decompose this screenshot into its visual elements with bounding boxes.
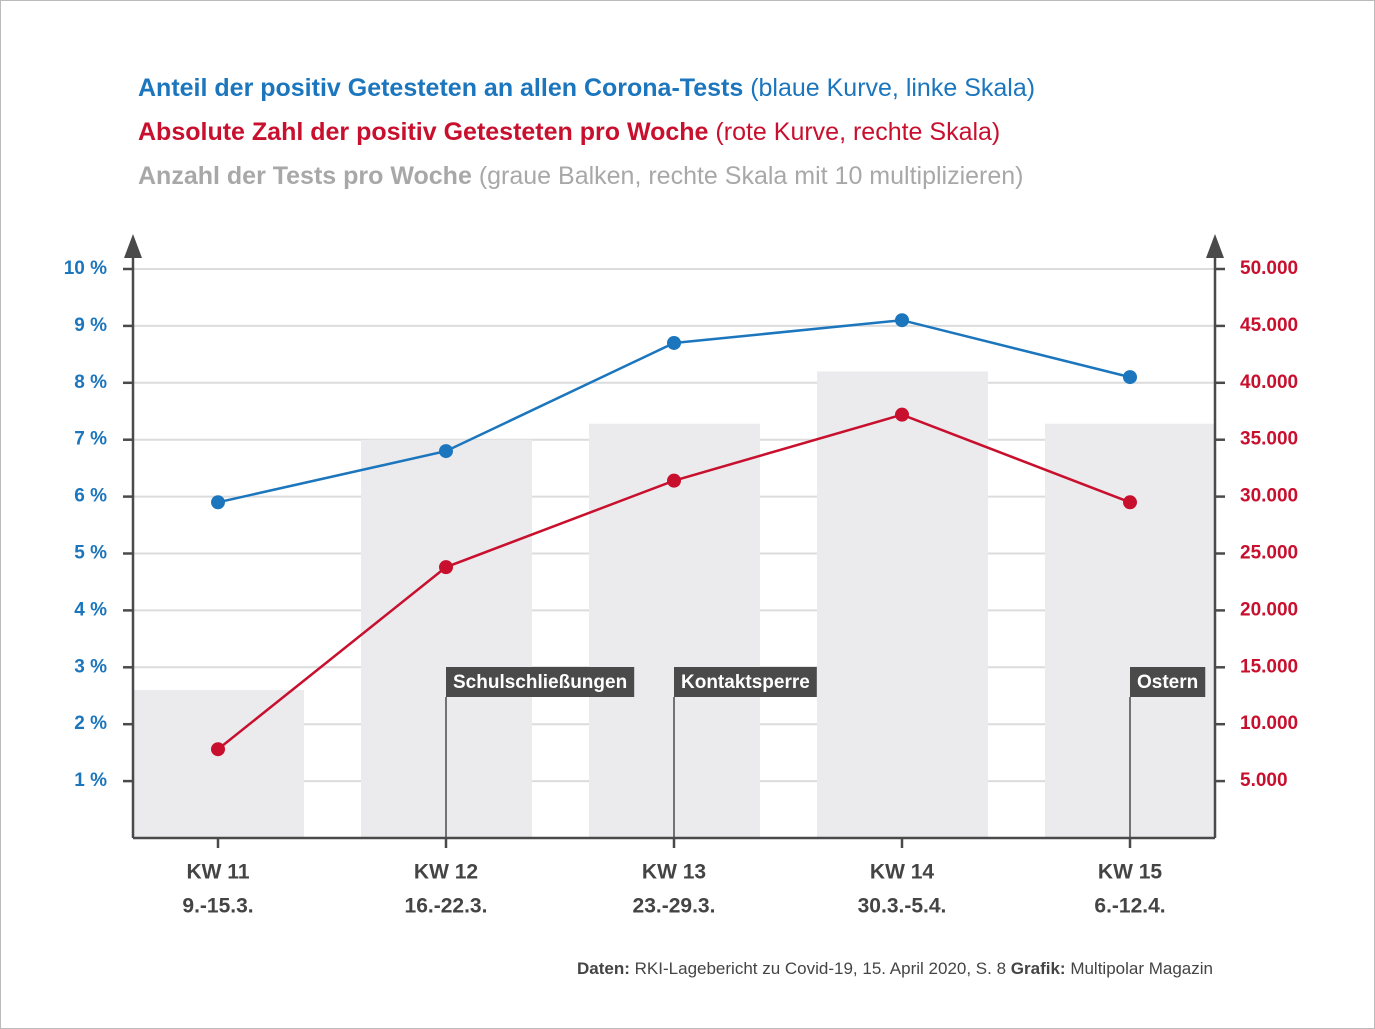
y2-tick-label: 35.000 [1240, 429, 1298, 450]
y2-tick-label: 30.000 [1240, 486, 1298, 507]
data-point [895, 407, 909, 422]
y2-tick-label: 5.000 [1240, 770, 1288, 791]
annotation-box [446, 667, 635, 697]
data-point [667, 473, 681, 488]
y2-tick-label: 25.000 [1240, 543, 1298, 564]
legend-name: Anzahl der Tests pro Woche [138, 162, 472, 190]
legend-entry: Anteil der positiv Getesteten an allen C… [138, 74, 1035, 102]
data-point [895, 313, 909, 328]
x-tick-sublabel: 30.3.-5.4. [858, 895, 947, 918]
x-tick-sublabel: 16.-22.3. [405, 895, 488, 918]
annotation-label: Kontaktsperre [681, 672, 810, 693]
annotation-box [674, 667, 817, 697]
x-tick-sublabel: 23.-29.3. [633, 895, 716, 918]
source: Daten: RKI-Lagebericht zu Covid-19, 15. … [577, 959, 1213, 978]
y-tick-label: 9 % [74, 315, 107, 336]
source-label: Grafik: [1011, 959, 1066, 978]
y-tick-label: 6 % [74, 486, 107, 507]
y2-tick-label: 45.000 [1240, 315, 1298, 336]
y-tick-label: 2 % [74, 713, 107, 734]
data-point [211, 495, 225, 510]
legend-description: (rote Kurve, rechte Skala) [715, 118, 1000, 146]
y-axis-arrow [124, 234, 142, 258]
y2-axis-arrow [1206, 234, 1224, 258]
y2-tick-label: 10.000 [1240, 713, 1298, 734]
annotation-box [1130, 667, 1206, 697]
x-tick-sublabel: 9.-15.3. [182, 895, 253, 918]
x-tick-label: KW 12 [414, 861, 478, 884]
data-point [439, 444, 453, 459]
legend-description: (blaue Kurve, linke Skala) [750, 74, 1035, 102]
y-tick-label: 4 % [74, 599, 107, 620]
x-tick-label: KW 15 [1098, 861, 1163, 884]
legend-entry: Absolute Zahl der positiv Getesteten pro… [138, 118, 1000, 146]
annotation-label: Ostern [1137, 672, 1198, 693]
x-tick-label: KW 14 [870, 861, 935, 884]
legend-name: Anteil der positiv Getesteten an allen C… [138, 74, 743, 102]
y2-tick-label: 20.000 [1240, 599, 1298, 620]
data-point [1123, 370, 1137, 385]
data-point [211, 742, 225, 757]
data-point [1123, 495, 1137, 510]
y-tick-label: 10 % [64, 258, 107, 279]
y-tick-label: 7 % [74, 429, 107, 450]
source-text: Multipolar Magazin [1070, 959, 1213, 978]
source-text: RKI-Lagebericht zu Covid-19, 15. April 2… [635, 959, 1006, 978]
y-tick-label: 3 % [74, 656, 107, 677]
legend-entry: Anzahl der Tests pro Woche (graue Balken… [138, 162, 1024, 190]
bar [133, 690, 304, 838]
y-tick-label: 1 % [74, 770, 107, 791]
y2-tick-label: 50.000 [1240, 258, 1298, 279]
source-label: Daten: [577, 959, 630, 978]
x-tick-label: KW 11 [186, 861, 249, 884]
annotation-label: Schulschließungen [453, 672, 627, 693]
y2-tick-label: 15.000 [1240, 656, 1298, 677]
legend-description: (graue Balken, rechte Skala mit 10 multi… [479, 162, 1024, 190]
data-point [439, 560, 453, 575]
x-tick-sublabel: 6.-12.4. [1094, 895, 1165, 918]
y2-tick-label: 40.000 [1240, 372, 1298, 393]
bar [817, 371, 988, 838]
legend-name: Absolute Zahl der positiv Getesteten pro… [138, 118, 709, 146]
y-tick-label: 5 % [74, 543, 107, 564]
x-tick-label: KW 13 [642, 861, 706, 884]
data-point [667, 335, 681, 350]
y-tick-label: 8 % [74, 372, 107, 393]
